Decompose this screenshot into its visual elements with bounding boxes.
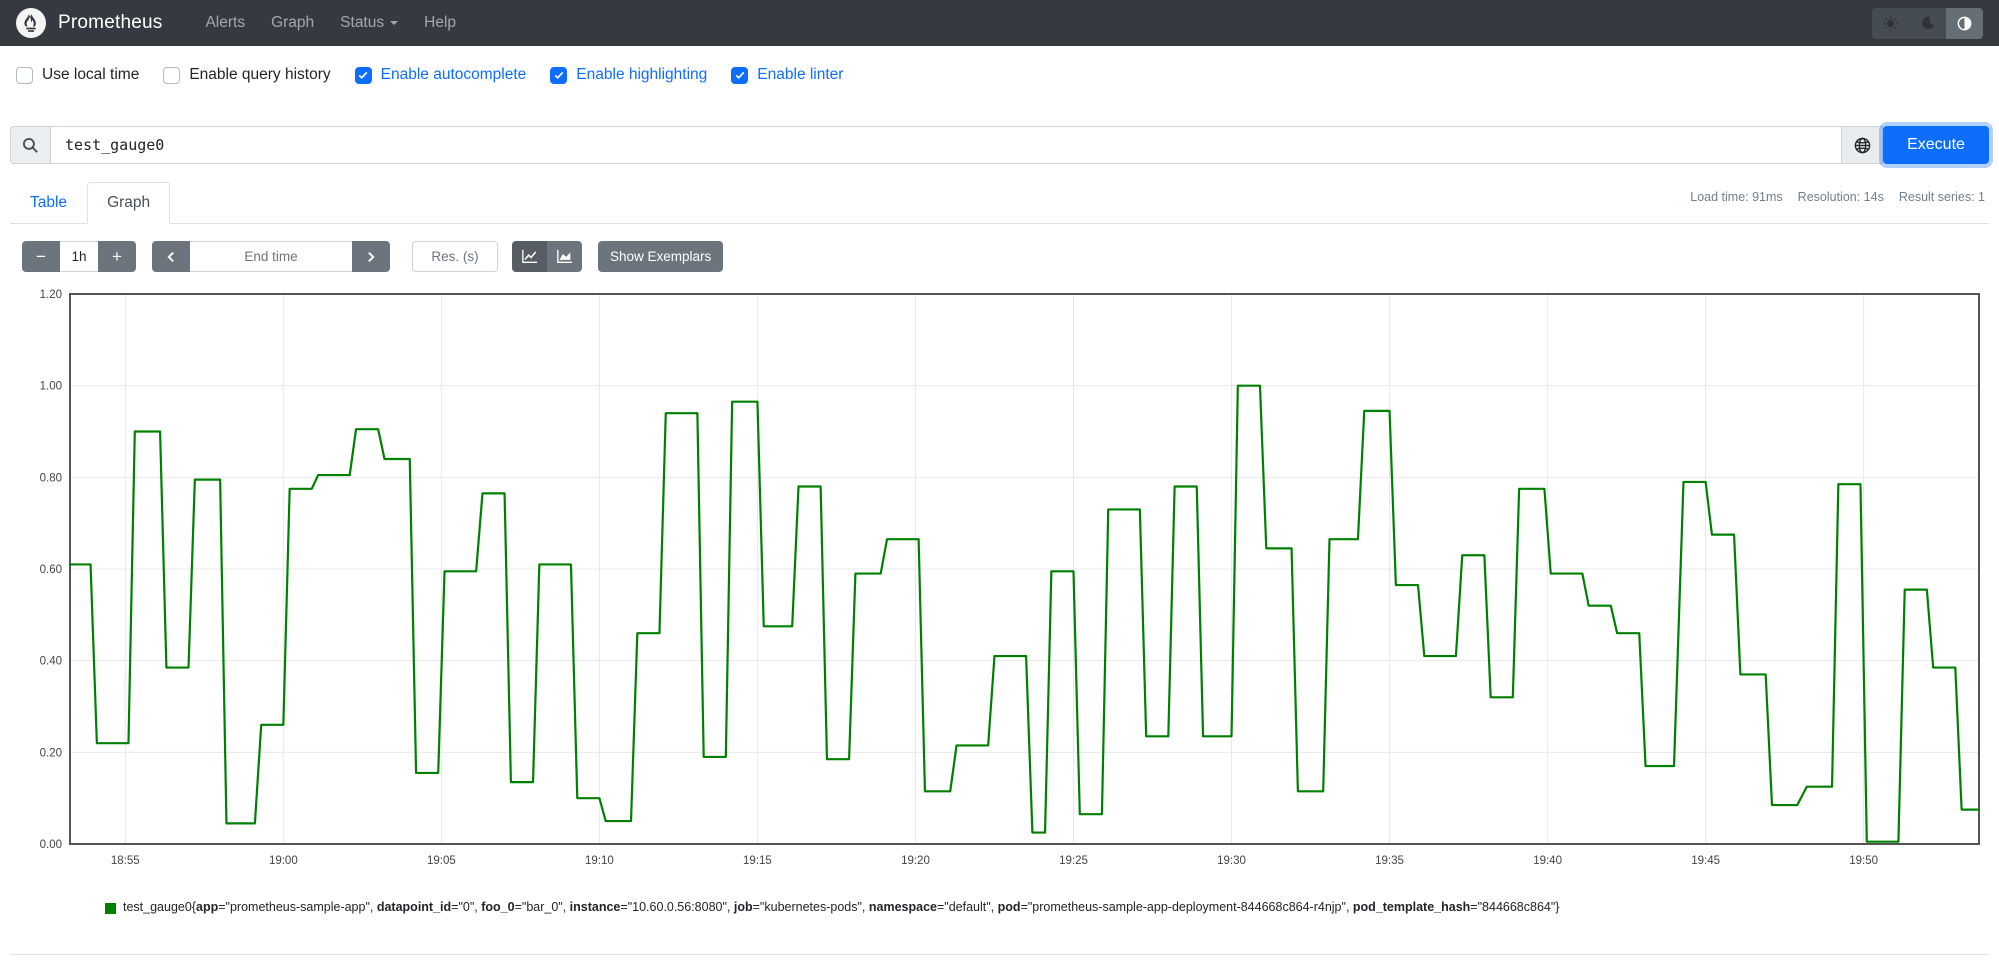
query-options-row: Use local time Enable query history Enab…: [0, 63, 1999, 87]
line-chart-button[interactable]: [512, 241, 547, 272]
resolution-input[interactable]: [412, 241, 498, 272]
svg-text:19:35: 19:35: [1375, 855, 1404, 867]
checkbox: [163, 66, 181, 84]
stacked-chart-button[interactable]: [547, 241, 582, 272]
nav-link-alerts[interactable]: Alerts: [205, 14, 246, 31]
graph-chart[interactable]: 0.00 0.20 0.40 0.60 0.80 1.00 1.20 18:55 19:00 19…: [22, 286, 1999, 881]
result-series: Result series: 1: [1898, 190, 1985, 204]
checkbox-label: Use local time: [42, 66, 140, 83]
graph-panel: − + Show Exemplars 0.00 0.20 0.40 0.60 0.80 1…: [10, 224, 1989, 955]
query-stats: Load time: 91ms Resolution: 14s Result s…: [1690, 190, 1985, 204]
enable-query-history-checkbox[interactable]: Enable query history: [163, 66, 331, 84]
svg-text:19:45: 19:45: [1691, 855, 1720, 867]
enable-linter-checkbox[interactable]: Enable linter: [731, 66, 843, 84]
chevron-down-icon: [390, 21, 399, 25]
show-exemplars-button[interactable]: Show Exemplars: [598, 241, 724, 272]
legend-series-text: test_gauge0{app="prometheus-sample-app",…: [123, 900, 1560, 914]
query-input[interactable]: [50, 126, 1841, 164]
svg-text:0.40: 0.40: [40, 656, 62, 668]
checkbox-label: Enable query history: [189, 66, 331, 83]
chevron-right-icon: [368, 251, 375, 262]
graph-controls: − + Show Exemplars: [22, 241, 1989, 272]
load-time: Load time: 91ms: [1690, 190, 1783, 204]
prometheus-logo-icon: [16, 8, 46, 38]
svg-text:0.00: 0.00: [40, 839, 62, 851]
time-back-button[interactable]: [152, 241, 190, 272]
brand[interactable]: Prometheus: [16, 8, 162, 38]
range-decrease-button[interactable]: −: [22, 241, 60, 272]
navbar: Prometheus Alerts Graph Status Help: [0, 0, 1999, 46]
svg-text:19:15: 19:15: [743, 855, 772, 867]
svg-text:18:55: 18:55: [111, 855, 140, 867]
chart-type-group: [512, 241, 582, 272]
range-increase-button[interactable]: +: [98, 241, 136, 272]
checkbox: [354, 66, 372, 84]
svg-text:1.00: 1.00: [40, 381, 62, 393]
globe-icon: [1854, 137, 1870, 153]
line-chart-icon: [522, 249, 537, 263]
stacked-chart-icon: [557, 249, 572, 263]
nav-link-graph[interactable]: Graph: [271, 14, 315, 31]
chevron-left-icon: [167, 251, 174, 262]
auto-theme-button[interactable]: [1946, 7, 1983, 39]
nav-link-status[interactable]: Status: [327, 6, 411, 40]
series-swatch: [105, 903, 116, 914]
app-title: Prometheus: [58, 12, 163, 33]
end-time-input[interactable]: [190, 241, 352, 272]
metrics-explorer-button[interactable]: [1841, 126, 1883, 164]
execute-button[interactable]: Execute: [1883, 126, 1989, 164]
theme-toggle-group: [1872, 7, 1983, 39]
sun-icon: [1883, 15, 1898, 31]
search-addon: [10, 126, 50, 164]
nav-links: Alerts Graph Status Help: [192, 6, 469, 40]
enable-highlighting-checkbox[interactable]: Enable highlighting: [550, 66, 707, 84]
svg-text:19:30: 19:30: [1217, 855, 1246, 867]
chart-container: 0.00 0.20 0.40 0.60 0.80 1.00 1.20 18:55 19:00 19…: [22, 286, 1989, 886]
range-input[interactable]: [60, 241, 98, 272]
checkbox: [550, 66, 568, 84]
query-bar: Execute: [10, 126, 1989, 164]
svg-text:19:10: 19:10: [585, 855, 614, 867]
tab-graph[interactable]: Graph: [87, 182, 171, 224]
svg-text:19:05: 19:05: [427, 855, 456, 867]
use-local-time-checkbox[interactable]: Use local time: [16, 66, 139, 84]
result-tabs: Load time: 91ms Resolution: 14s Result s…: [0, 182, 1999, 224]
checkbox-label: Enable highlighting: [576, 66, 708, 83]
legend-item[interactable]: test_gauge0{app="prometheus-sample-app",…: [105, 900, 1989, 914]
svg-text:1.20: 1.20: [40, 289, 62, 301]
svg-text:0.20: 0.20: [40, 747, 62, 759]
svg-text:19:25: 19:25: [1059, 855, 1088, 867]
enable-autocomplete-checkbox[interactable]: Enable autocomplete: [354, 66, 527, 84]
checkbox: [731, 66, 749, 84]
svg-text:0.80: 0.80: [40, 472, 62, 484]
end-time-group: [152, 241, 390, 272]
tab-table[interactable]: Table: [30, 194, 68, 211]
svg-text:0.60: 0.60: [40, 564, 62, 576]
svg-text:19:00: 19:00: [269, 855, 298, 867]
svg-text:19:40: 19:40: [1533, 855, 1562, 867]
half-circle-icon: [1957, 16, 1972, 30]
moon-icon: [1921, 16, 1934, 29]
dark-theme-button[interactable]: [1909, 7, 1946, 39]
search-icon: [22, 137, 38, 153]
resolution: Resolution: 14s: [1797, 190, 1884, 204]
time-forward-button[interactable]: [352, 241, 390, 272]
light-theme-button[interactable]: [1872, 7, 1909, 39]
checkbox-label: Enable autocomplete: [380, 66, 527, 83]
checkbox-label: Enable linter: [757, 66, 844, 83]
svg-text:19:20: 19:20: [901, 855, 930, 867]
range-group: − +: [22, 241, 136, 272]
checkbox: [16, 66, 33, 84]
nav-link-help[interactable]: Help: [424, 14, 457, 31]
svg-text:19:50: 19:50: [1849, 855, 1878, 867]
